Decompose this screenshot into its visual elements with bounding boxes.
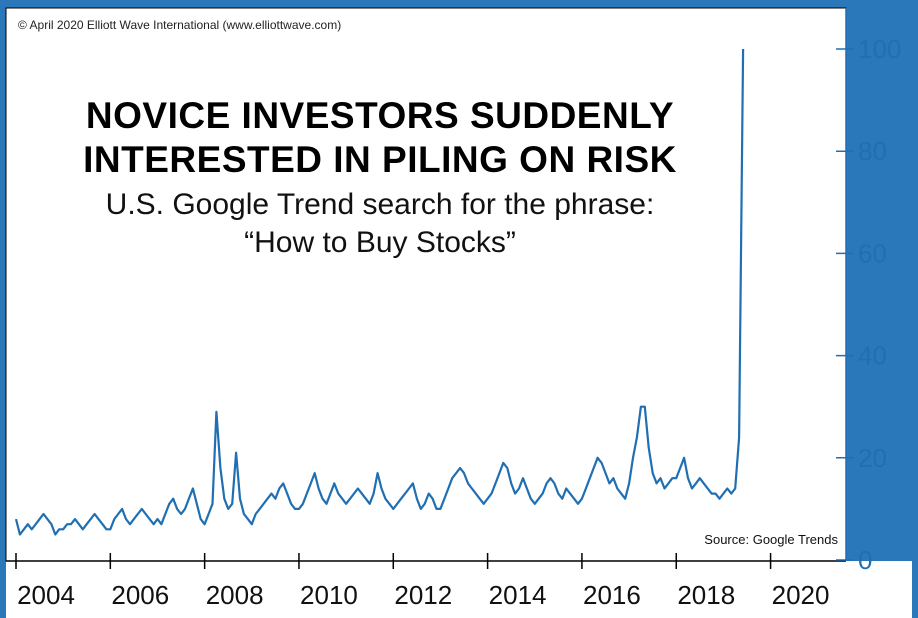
source-text: Source: Google Trends xyxy=(704,532,838,547)
chart-subtitle-line-2: “How to Buy Stocks” xyxy=(244,226,516,259)
y-tick-label: 40 xyxy=(858,341,887,371)
y-tick-label: 80 xyxy=(858,136,887,166)
x-tick-label: 2018 xyxy=(677,580,735,610)
x-axis-ticks: 2004 2006 2008 2010 2012 2014 2016 2018 2020 xyxy=(15,553,830,610)
y-tick-label: 0 xyxy=(858,545,872,575)
x-tick-label: 2012 xyxy=(394,580,452,610)
x-tick-label: 2020 xyxy=(772,580,830,610)
series-group xyxy=(14,48,745,536)
y-tick-label: 100 xyxy=(858,34,901,64)
copyright-text: © April 2020 Elliott Wave International … xyxy=(18,18,341,32)
y-tick-label: 20 xyxy=(858,443,887,473)
chart-title-line-2: INTERESTED IN PILING ON RISK xyxy=(83,139,677,180)
y-axis-ticks: 0 20 40 60 80 100 xyxy=(836,34,901,575)
chart-subtitle-line-1: U.S. Google Trend search for the phrase: xyxy=(106,188,655,221)
series-line xyxy=(14,48,745,536)
x-tick-label: 2010 xyxy=(300,580,358,610)
x-axis-band xyxy=(6,561,912,618)
y-tick-label: 60 xyxy=(858,238,887,268)
plot-background xyxy=(5,7,847,562)
x-tick-label: 2016 xyxy=(583,580,641,610)
x-tick-label: 2008 xyxy=(206,580,264,610)
chart-title-line-1: NOVICE INVESTORS SUDDENLY xyxy=(86,95,674,136)
x-tick-label: 2004 xyxy=(17,580,75,610)
x-tick-label: 2006 xyxy=(111,580,169,610)
x-tick-label: 2014 xyxy=(489,580,547,610)
